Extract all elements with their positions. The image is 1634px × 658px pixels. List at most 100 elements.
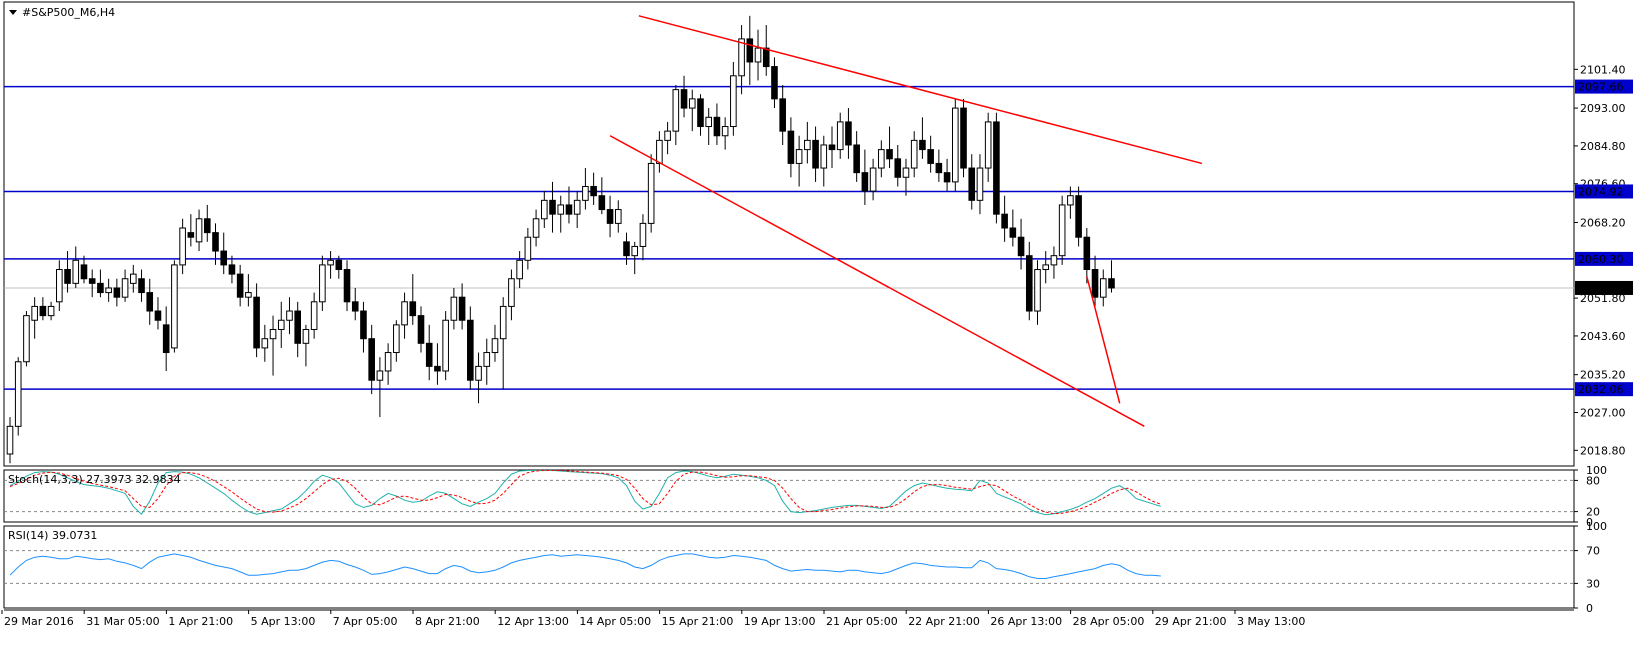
- candle: [97, 269, 104, 298]
- rsi-tick-label: 0: [1586, 602, 1593, 615]
- candle-body: [302, 328, 310, 344]
- price-pane-frame: [3, 1, 1575, 467]
- candle-body: [483, 352, 491, 367]
- candle-body: [713, 116, 721, 137]
- candle-body: [1001, 213, 1008, 229]
- candle: [730, 61, 737, 136]
- candle: [524, 228, 532, 270]
- candle: [771, 57, 778, 109]
- candle: [960, 98, 967, 178]
- candle-body: [146, 292, 154, 312]
- candle-body: [64, 269, 71, 284]
- candle: [368, 324, 375, 395]
- candle-body: [606, 209, 614, 224]
- candle-body: [508, 278, 515, 307]
- candle: [23, 311, 30, 367]
- candle-body: [787, 130, 795, 164]
- candle-body: [968, 167, 976, 201]
- candle: [647, 154, 655, 233]
- candle-body: [664, 130, 671, 141]
- candle-body: [360, 310, 367, 340]
- candle: [779, 85, 786, 145]
- candle-body: [1083, 236, 1091, 271]
- candle: [1099, 269, 1107, 307]
- candle: [1042, 251, 1050, 284]
- candle: [721, 117, 729, 150]
- candle: [894, 144, 902, 187]
- candle: [664, 121, 671, 155]
- candle: [360, 301, 367, 353]
- candle: [220, 232, 228, 275]
- candle-body: [804, 139, 811, 151]
- candle-body: [425, 342, 433, 367]
- candle: [993, 112, 1000, 224]
- candle-body: [853, 144, 860, 174]
- symbol-title: #S&P500_M6,H4: [22, 6, 115, 19]
- rsi-tick-label: 70: [1586, 545, 1600, 558]
- candle: [952, 98, 959, 192]
- candle: [1075, 186, 1082, 247]
- stoch-tick-label: 100: [1586, 464, 1607, 477]
- candle-body: [23, 315, 30, 363]
- candle: [976, 154, 984, 215]
- candle-body: [976, 167, 984, 201]
- candle-body: [812, 139, 819, 169]
- level-label-box: [1575, 251, 1633, 266]
- candle: [762, 25, 770, 76]
- stoch-tick-label: 0: [1586, 516, 1593, 529]
- candle: [541, 191, 548, 229]
- candle-body: [1009, 227, 1017, 238]
- candle-body: [212, 232, 219, 252]
- candle: [697, 94, 704, 136]
- stoch-series-line: [9, 470, 1161, 516]
- price-tick-label: 2068.20: [1580, 216, 1626, 229]
- candle: [902, 158, 910, 196]
- x-tick-label: 12 Apr 13:00: [497, 615, 569, 628]
- candle: [64, 251, 71, 293]
- candle-body: [475, 365, 482, 381]
- candle-body: [886, 149, 893, 160]
- candle: [565, 186, 573, 224]
- candle-body: [532, 218, 540, 238]
- candle-body: [845, 121, 852, 146]
- candle-body: [310, 301, 318, 330]
- candle-body: [647, 162, 655, 224]
- candle: [351, 287, 359, 321]
- candle: [72, 246, 80, 288]
- candle: [582, 168, 589, 210]
- candle: [1025, 241, 1033, 321]
- candle: [302, 324, 310, 367]
- candle-body: [269, 328, 277, 340]
- stoch-tick-label: 20: [1586, 506, 1600, 519]
- x-tick-label: 1 Apr 21:00: [168, 615, 233, 628]
- price-tick-label: 2035.20: [1580, 369, 1626, 382]
- candle-body: [861, 172, 869, 192]
- candle: [113, 278, 121, 307]
- candle: [910, 131, 918, 178]
- x-tick-label: 26 Apr 13:00: [990, 615, 1062, 628]
- candle-body: [746, 38, 754, 63]
- candle: [606, 195, 614, 238]
- candle-body: [869, 167, 877, 192]
- candle: [1050, 246, 1058, 279]
- candle: [442, 311, 449, 381]
- trendline: [638, 15, 1203, 165]
- candle-body: [97, 282, 104, 294]
- candle-body: [878, 149, 885, 169]
- candle: [88, 269, 96, 298]
- candle-body: [47, 305, 55, 317]
- candle: [598, 177, 606, 215]
- candle-body: [828, 144, 836, 151]
- candle-body: [1075, 195, 1082, 238]
- candle: [203, 204, 211, 242]
- candle-body: [598, 195, 606, 211]
- candle-body: [88, 278, 96, 284]
- candle: [1083, 228, 1091, 284]
- candle: [713, 103, 721, 145]
- x-tick-label: 22 Apr 21:00: [908, 615, 980, 628]
- candle: [261, 324, 269, 362]
- candle: [121, 269, 129, 302]
- candle: [1058, 195, 1066, 265]
- candle-body: [680, 89, 688, 109]
- candle-body: [327, 259, 334, 266]
